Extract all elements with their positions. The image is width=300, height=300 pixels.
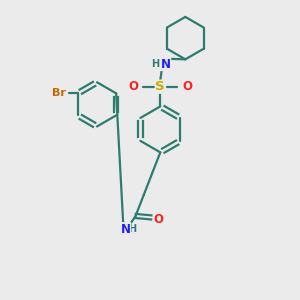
Text: O: O (153, 213, 163, 226)
Text: H: H (151, 59, 159, 69)
Text: N: N (121, 223, 130, 236)
Text: O: O (182, 80, 192, 93)
Text: H: H (129, 224, 137, 234)
Text: S: S (155, 80, 165, 93)
Text: Br: Br (52, 88, 66, 98)
Text: N: N (160, 58, 171, 70)
Text: O: O (128, 80, 138, 93)
